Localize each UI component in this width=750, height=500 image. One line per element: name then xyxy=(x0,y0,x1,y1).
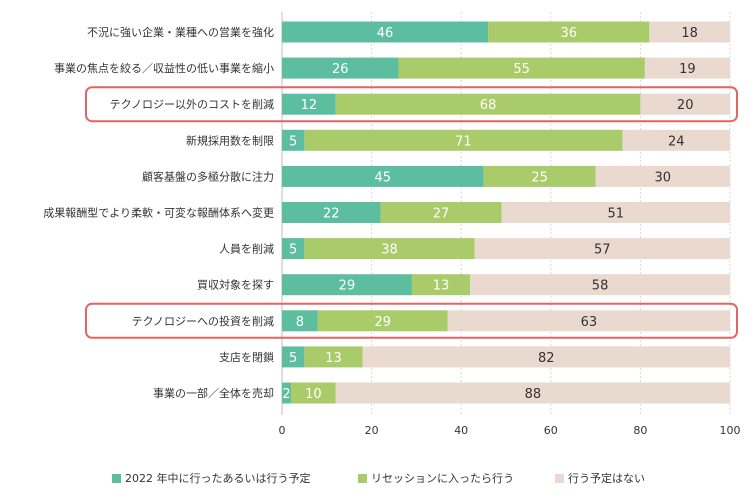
data-label: 22 xyxy=(323,207,340,222)
data-label: 71 xyxy=(455,134,472,149)
category-label: 不況に強い企業・業種への営業を強化 xyxy=(87,25,274,39)
highlight-box xyxy=(85,86,738,123)
data-label: 45 xyxy=(375,170,392,185)
legend-label-none: 行う予定はない xyxy=(568,472,645,485)
bar-segment xyxy=(290,382,336,404)
bar-segment xyxy=(304,346,363,368)
data-label: 5 xyxy=(289,351,297,366)
category-label: 人員を削減 xyxy=(219,242,274,256)
bar-segment xyxy=(335,382,730,404)
bar-segment xyxy=(282,274,412,296)
data-label: 46 xyxy=(377,26,394,41)
legend-swatch-planned xyxy=(112,473,121,483)
bar-segment xyxy=(282,129,305,151)
data-label: 5 xyxy=(289,243,297,258)
category-label: 顧客基盤の多極分散に注力 xyxy=(142,169,274,183)
bar-segment xyxy=(335,93,641,115)
legend-item-planned: 2022 年中に行ったあるいは行う予定 xyxy=(112,470,311,486)
data-label: 25 xyxy=(531,170,548,185)
x-tick-label: 100 xyxy=(720,424,741,437)
bar-segment xyxy=(282,238,305,260)
bar-segment xyxy=(501,202,730,223)
bar-segment xyxy=(640,93,730,115)
x-tick-label: 60 xyxy=(544,424,558,437)
category-label: 事業の焦点を絞る／収益性の低い事業を縮小 xyxy=(54,61,274,75)
data-label: 51 xyxy=(607,207,624,222)
category-label: テクノロジーへの投資を削減 xyxy=(132,314,274,328)
category-label: 成果報酬型でより柔軟・可変な報酬体系へ変更 xyxy=(43,206,274,220)
bar-segment xyxy=(474,238,730,260)
bar-segment xyxy=(282,21,489,43)
bar-segment xyxy=(282,346,305,368)
data-label: 88 xyxy=(525,387,542,402)
highlight-box xyxy=(85,302,738,339)
bar-segment xyxy=(304,129,623,151)
bar-segment xyxy=(282,57,399,79)
category-label: 新規採用数を制限 xyxy=(186,133,274,147)
legend-swatch-none xyxy=(555,473,564,483)
data-label: 8 xyxy=(296,315,304,330)
category-label: テクノロジー以外のコストを削減 xyxy=(110,97,274,111)
data-label: 20 xyxy=(677,98,694,113)
bar-segment xyxy=(398,57,645,79)
category-label: 事業の一部／全体を売却 xyxy=(153,386,274,400)
data-label: 68 xyxy=(480,98,497,113)
data-label: 19 xyxy=(679,62,696,77)
category-label: 支店を閉鎖 xyxy=(219,350,274,364)
legend: 2022 年中に行ったあるいは行う予定 リセッションに入ったら行う 行う予定はな… xyxy=(0,470,750,490)
data-label: 26 xyxy=(332,62,349,77)
bar-segment xyxy=(622,129,730,151)
category-label: 買収対象を探す xyxy=(197,278,274,292)
bar-segment xyxy=(282,202,381,223)
data-label: 38 xyxy=(381,243,398,258)
bar-segment xyxy=(282,93,336,115)
data-label: 29 xyxy=(375,315,392,330)
x-tick-label: 40 xyxy=(454,424,468,437)
data-label: 24 xyxy=(668,134,685,149)
bar-segment xyxy=(470,274,730,296)
data-label: 55 xyxy=(513,62,530,77)
data-label: 13 xyxy=(325,351,342,366)
bar-segment xyxy=(411,274,471,296)
bar-segment xyxy=(380,202,502,223)
data-label: 63 xyxy=(581,315,598,330)
data-label: 27 xyxy=(433,207,450,222)
bar-segment xyxy=(644,57,730,79)
bar-segment xyxy=(362,346,730,368)
bar-segment xyxy=(282,382,291,404)
data-label: 10 xyxy=(305,387,322,402)
bar-segment xyxy=(483,165,596,187)
x-tick-label: 0 xyxy=(279,424,286,437)
data-label: 12 xyxy=(301,98,318,113)
legend-swatch-recession xyxy=(358,473,367,483)
data-label: 57 xyxy=(594,243,611,258)
data-label: 29 xyxy=(339,279,356,294)
data-label: 5 xyxy=(289,134,297,149)
data-label: 13 xyxy=(433,279,450,294)
x-tick-label: 20 xyxy=(365,424,379,437)
data-label: 36 xyxy=(560,26,577,41)
bar-segment xyxy=(595,165,730,187)
bar-segment xyxy=(649,21,730,43)
x-tick-label: 80 xyxy=(633,424,647,437)
data-label: 58 xyxy=(592,279,609,294)
bar-segment xyxy=(282,165,484,187)
legend-label-recession: リセッションに入ったら行う xyxy=(371,472,514,485)
data-label: 18 xyxy=(681,26,698,41)
legend-item-none: 行う予定はない xyxy=(555,470,645,486)
bar-segment xyxy=(317,310,448,332)
data-label: 2 xyxy=(282,387,290,402)
legend-item-recession: リセッションに入ったら行う xyxy=(358,470,514,486)
bar-segment xyxy=(447,310,730,332)
bar-segment xyxy=(304,238,475,260)
bar-segment xyxy=(282,310,318,332)
data-label: 30 xyxy=(655,170,672,185)
data-label: 82 xyxy=(538,351,555,366)
legend-label-planned: 2022 年中に行ったあるいは行う予定 xyxy=(125,472,311,485)
bar-segment xyxy=(488,21,650,43)
